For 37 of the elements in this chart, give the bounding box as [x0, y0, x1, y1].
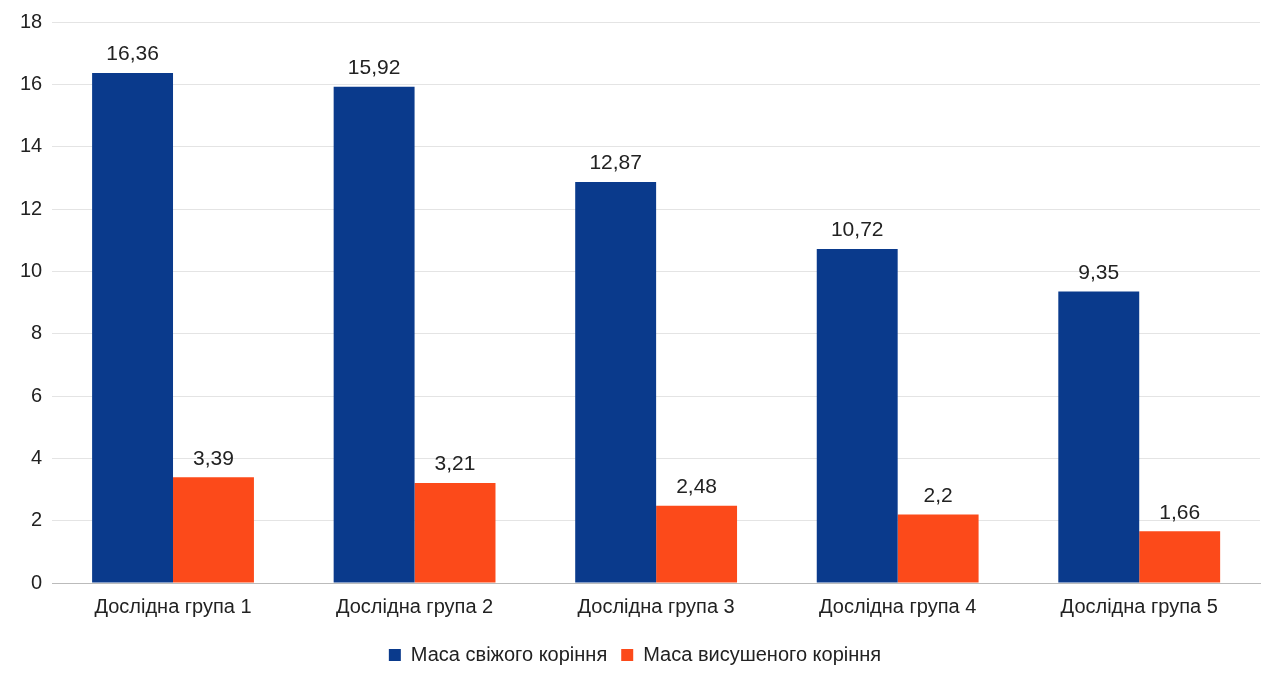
data-label: 3,39: [193, 445, 234, 469]
x-tick-label: Дослідна група 3: [577, 594, 735, 617]
bar: [575, 181, 657, 583]
data-label: 1,66: [1159, 499, 1201, 523]
bar: [816, 248, 898, 583]
data-label: 2,48: [676, 474, 718, 497]
y-tick-label: 14: [20, 134, 43, 157]
x-tick-label: Дослідна група 2: [335, 594, 494, 617]
y-tick-label: 6: [31, 383, 43, 406]
data-label: 16,36: [106, 41, 159, 65]
data-label: 12,87: [589, 150, 642, 174]
data-label: 9,35: [1078, 259, 1120, 283]
bar: [173, 477, 254, 583]
y-tick-label: 8: [31, 321, 43, 344]
y-tick-label: 4: [31, 445, 43, 468]
x-tick-label: Дослідна група 4: [819, 594, 977, 617]
x-tick-label: Дослідна група 1: [94, 594, 252, 617]
bar: [1058, 291, 1140, 583]
y-tick-label: 0: [31, 570, 43, 593]
y-tick-label: 2: [31, 508, 43, 531]
bar: [92, 73, 174, 583]
y-tick-label: 18: [20, 9, 43, 32]
bar: [897, 514, 979, 583]
data-label: 2,2: [923, 482, 953, 506]
y-tick-label: 10: [20, 258, 43, 281]
data-label: 15,92: [347, 55, 401, 79]
data-label: 3,21: [434, 451, 476, 475]
bar: [333, 86, 415, 583]
y-tick-label: 12: [20, 196, 43, 219]
bar: [414, 482, 496, 583]
legend-label: Маса висушеного коріння: [643, 642, 882, 665]
data-label: 10,72: [830, 217, 884, 241]
x-tick-label: Дослідна група 5: [1060, 594, 1218, 617]
bar: [656, 505, 738, 583]
y-tick-label: 16: [20, 71, 43, 94]
bar: [1139, 531, 1221, 583]
legend-label: Маса свіжого коріння: [410, 642, 608, 665]
